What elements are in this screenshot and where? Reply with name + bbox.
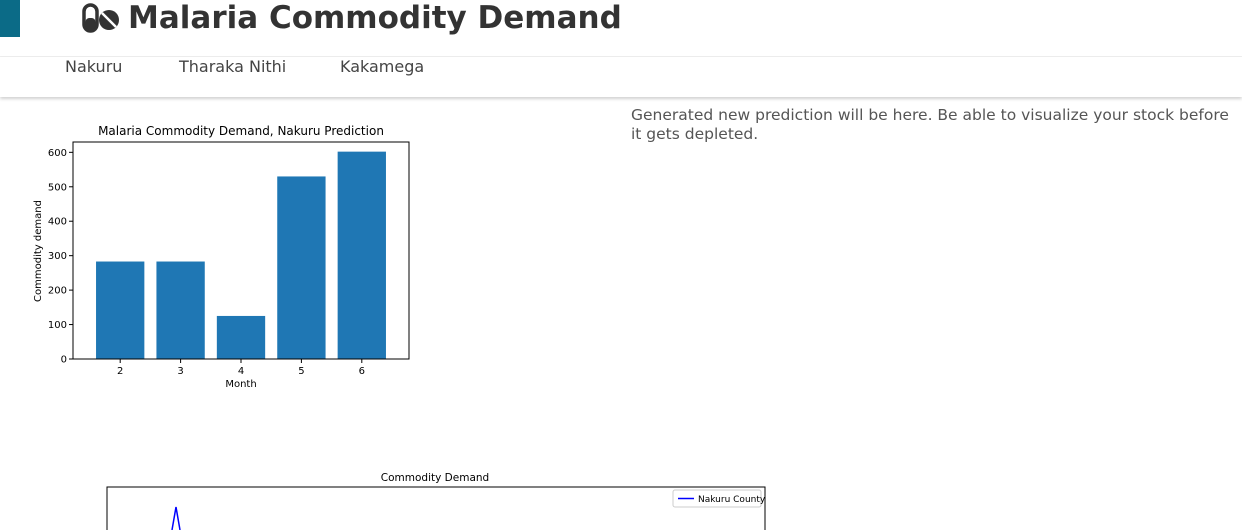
bar-month-6 xyxy=(337,151,386,359)
nav-item-kakamega[interactable]: Kakamega xyxy=(340,57,425,76)
legend-label: Nakuru County xyxy=(698,495,766,505)
chart-title: Commodity Demand xyxy=(381,472,489,484)
y-tick-label: 500 xyxy=(48,182,67,193)
nav-item-tharaka-nithi[interactable]: Tharaka Nithi xyxy=(179,57,287,76)
plot-frame xyxy=(72,141,410,360)
y-tick-label: 600 xyxy=(48,148,67,159)
y-tick-label: 200 xyxy=(48,286,67,297)
y-tick-label: 100 xyxy=(48,320,67,331)
plot-frame xyxy=(106,486,766,530)
y-tick-label: 0 xyxy=(61,355,67,366)
x-tick-label: 3 xyxy=(177,366,183,377)
commodity-demand-chart: Commodity Demand Nakuru County xyxy=(100,466,780,530)
county-nav: Nakuru Tharaka Nithi Kakamega xyxy=(0,57,1242,97)
legend-box xyxy=(672,489,762,508)
bar-month-3 xyxy=(156,261,205,359)
brand-accent-block xyxy=(0,0,20,37)
y-tick-label: 300 xyxy=(48,251,67,262)
nakuru-prediction-chart: Malaria Commodity Demand, Nakuru Predict… xyxy=(28,120,428,395)
x-tick-label: 6 xyxy=(359,366,365,377)
chart-title: Malaria Commodity Demand, Nakuru Predict… xyxy=(98,124,384,138)
nakuru-county-series-line xyxy=(171,506,181,530)
x-axis-label: Month xyxy=(225,379,256,390)
x-tick-label: 2 xyxy=(117,366,123,377)
x-tick-label: 4 xyxy=(238,366,244,377)
page-title: Malaria Commodity Demand xyxy=(128,0,622,36)
chart-legend: Nakuru County xyxy=(672,489,766,508)
x-tick-label: 5 xyxy=(298,366,304,377)
header-divider xyxy=(0,56,1242,57)
commodity-demand-chart-svg: Commodity Demand Nakuru County xyxy=(106,472,766,530)
bar-month-4 xyxy=(216,315,266,359)
prediction-placeholder-text: Generated new prediction will be here. B… xyxy=(631,106,1229,143)
app-header: Malaria Commodity Demand xyxy=(82,0,622,36)
y-axis-label: Commodity demand xyxy=(33,200,44,302)
pills-icon xyxy=(82,3,119,33)
nakuru-prediction-chart-svg: Malaria Commodity Demand, Nakuru Predict… xyxy=(33,124,410,390)
y-tick-label: 400 xyxy=(48,217,67,228)
bar-month-2 xyxy=(96,261,145,359)
nav-item-nakuru[interactable]: Nakuru xyxy=(65,57,123,76)
bar-month-5 xyxy=(277,176,326,359)
